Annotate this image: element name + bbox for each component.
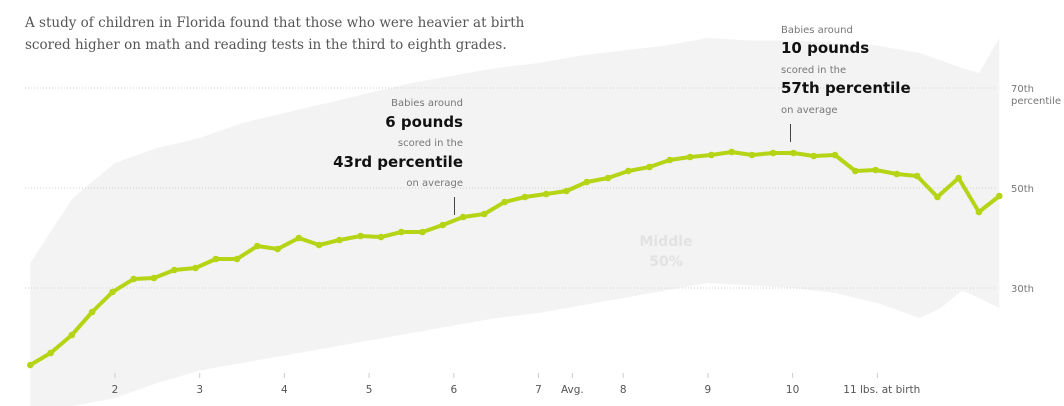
y-tick-sublabel: percentile bbox=[1011, 96, 1061, 107]
data-point bbox=[336, 236, 343, 244]
data-point bbox=[686, 153, 694, 161]
x-tick-label: 11 lbs. at birth bbox=[843, 384, 920, 396]
y-tick-label: 50th bbox=[1011, 184, 1034, 195]
data-point bbox=[439, 221, 447, 229]
data-point bbox=[47, 349, 54, 357]
data-point bbox=[975, 208, 983, 216]
x-tick-label: 2 bbox=[112, 384, 119, 396]
data-point bbox=[27, 361, 34, 369]
x-tick-label: 4 bbox=[281, 384, 288, 396]
data-point bbox=[624, 167, 632, 175]
data-point bbox=[934, 193, 941, 201]
x-tick-label: 5 bbox=[366, 384, 373, 396]
data-point bbox=[192, 264, 199, 272]
annotation-6-pounds: Babies around 6 pounds scored in the 43r… bbox=[333, 98, 463, 215]
series-line bbox=[27, 148, 1003, 369]
annotation-10-pounds: Babies around 10 pounds scored in the 57… bbox=[781, 25, 911, 142]
annotation-text: on average bbox=[781, 105, 838, 116]
annotation-text: scored in the bbox=[781, 65, 846, 76]
data-point bbox=[872, 166, 879, 174]
middle-50-band bbox=[30, 38, 1000, 406]
data-point bbox=[666, 156, 674, 164]
annotation-text: Babies around bbox=[391, 98, 463, 109]
data-point bbox=[893, 170, 901, 178]
annotation-text: scored in the bbox=[398, 138, 463, 149]
x-tick-label: 6 bbox=[450, 384, 457, 396]
x-tick-label: 10 bbox=[786, 384, 799, 396]
data-point bbox=[357, 232, 364, 240]
annotation-text: Babies around bbox=[781, 25, 853, 36]
data-point bbox=[769, 149, 777, 157]
data-point bbox=[995, 192, 1003, 200]
data-point bbox=[583, 178, 591, 186]
data-point bbox=[810, 152, 818, 160]
data-point bbox=[109, 288, 116, 296]
data-point bbox=[274, 245, 281, 253]
data-point bbox=[913, 172, 921, 180]
data-point bbox=[419, 228, 426, 236]
annotation-text: 43rd percentile bbox=[333, 153, 463, 171]
series-path bbox=[28, 150, 1002, 367]
data-point bbox=[253, 242, 261, 250]
data-point bbox=[646, 163, 653, 171]
data-point bbox=[563, 187, 570, 195]
data-point bbox=[459, 213, 467, 221]
annotation-text: 57th percentile bbox=[781, 79, 911, 97]
data-point bbox=[501, 198, 508, 206]
data-point bbox=[521, 193, 529, 201]
data-point bbox=[480, 210, 488, 218]
data-point bbox=[88, 308, 96, 316]
data-point bbox=[68, 331, 76, 339]
intro-text: A study of children in Florida found tha… bbox=[25, 15, 525, 53]
data-point bbox=[604, 174, 612, 182]
data-point bbox=[170, 266, 178, 274]
x-tick-label: 3 bbox=[196, 384, 203, 396]
annotation-text: 10 pounds bbox=[781, 39, 869, 57]
x-tick-label: Avg. bbox=[561, 384, 584, 396]
data-point bbox=[397, 228, 405, 236]
data-point bbox=[233, 255, 241, 263]
data-point bbox=[212, 255, 220, 263]
data-point bbox=[150, 274, 158, 282]
x-tick-label: 9 bbox=[705, 384, 712, 396]
band-area bbox=[30, 38, 1000, 406]
data-point bbox=[790, 149, 797, 157]
x-tick-label: 7 bbox=[535, 384, 542, 396]
y-tick-label: 30th bbox=[1011, 284, 1034, 295]
x-axis: 2 3 4 5 6 7 Avg. 8 9 10 11 lbs. at birth bbox=[112, 373, 920, 396]
data-point bbox=[542, 190, 550, 198]
data-point bbox=[707, 151, 715, 159]
data-point bbox=[295, 234, 303, 242]
band-label-line1: Middle bbox=[639, 234, 692, 250]
data-point bbox=[955, 174, 962, 182]
data-point bbox=[728, 148, 735, 156]
data-point bbox=[315, 241, 323, 249]
data-point bbox=[831, 151, 839, 159]
data-point bbox=[130, 275, 137, 283]
data-point bbox=[748, 151, 756, 159]
data-point bbox=[377, 233, 385, 241]
y-tick-label: 70th bbox=[1011, 84, 1034, 95]
x-tick-label: 8 bbox=[620, 384, 627, 396]
data-point bbox=[851, 167, 859, 175]
annotation-text: on average bbox=[406, 178, 463, 189]
annotation-text: 6 pounds bbox=[385, 113, 463, 131]
band-label-line2: 50% bbox=[649, 254, 683, 270]
